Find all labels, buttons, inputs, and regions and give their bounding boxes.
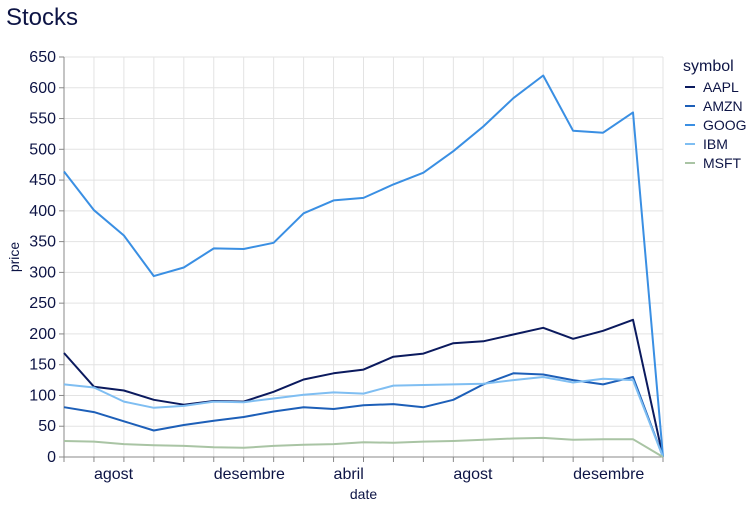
y-tick-label: 600 xyxy=(29,80,56,97)
x-tick-label: desembre xyxy=(214,466,285,483)
x-axis-title: date xyxy=(350,486,377,502)
series-line-msft xyxy=(63,436,664,458)
axes: 0 50 100 150 200 250 300 350 400 450 500 550 600 650 a… xyxy=(29,49,664,483)
legend-label-goog: GOOG xyxy=(703,117,747,133)
x-tick-label: agost xyxy=(94,466,134,483)
y-tick-label: 50 xyxy=(38,418,56,435)
chart-title: Stocks xyxy=(6,4,79,31)
y-tick-label: 200 xyxy=(29,326,56,343)
y-tick-label: 650 xyxy=(29,49,56,66)
y-tick-label: 500 xyxy=(29,141,56,158)
x-tick-label: desembre xyxy=(573,466,644,483)
y-tick-label: 0 xyxy=(47,449,56,466)
legend-label-msft: MSFT xyxy=(703,155,742,171)
y-tick-label: 450 xyxy=(29,172,56,189)
series-line-goog xyxy=(63,74,664,458)
y-tick-label: 400 xyxy=(29,203,56,220)
y-axis-title: price xyxy=(6,242,22,273)
x-tick-label: abril xyxy=(334,466,364,483)
y-tick-label: 250 xyxy=(29,295,56,312)
legend: symbol AAPL AMZN GOOG IBM MSFT xyxy=(683,58,747,171)
y-tick-label: 350 xyxy=(29,234,56,251)
legend-label-amzn: AMZN xyxy=(703,98,743,114)
grid xyxy=(63,56,664,458)
x-tick-label: agost xyxy=(453,466,493,483)
legend-label-ibm: IBM xyxy=(703,136,728,152)
series-line-aapl xyxy=(63,318,664,458)
y-tick-label: 150 xyxy=(29,357,56,374)
series-line-ibm xyxy=(63,376,664,458)
legend-label-aapl: AAPL xyxy=(703,79,739,95)
legend-title: symbol xyxy=(683,58,734,75)
series-line-amzn xyxy=(63,372,664,458)
y-tick-label: 100 xyxy=(29,387,56,404)
y-tick-label: 300 xyxy=(29,264,56,281)
y-tick-label: 550 xyxy=(29,111,56,128)
series-lines xyxy=(63,74,664,458)
